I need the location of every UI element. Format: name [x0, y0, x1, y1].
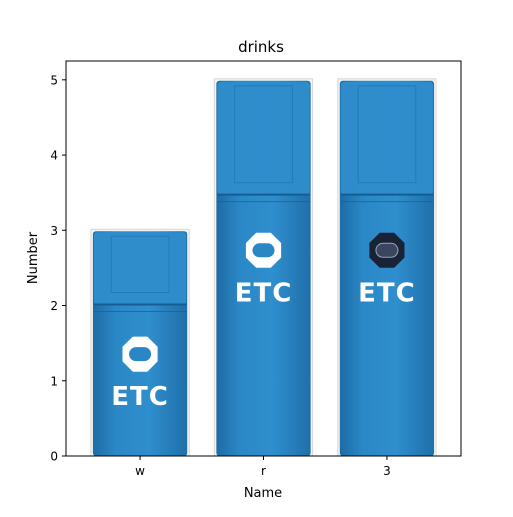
- x-tick-label: r: [261, 464, 266, 478]
- y-tick-label: 2: [50, 299, 58, 313]
- y-tick-label: 1: [50, 374, 58, 388]
- x-tick-label: w: [135, 464, 145, 478]
- x-axis: w r 3: [135, 456, 391, 478]
- bar-r: ETC: [213, 78, 314, 457]
- y-tick-label: 5: [50, 73, 58, 87]
- bar-3: ETC: [337, 78, 437, 457]
- x-tick-label: 3: [383, 464, 391, 478]
- bottle-logo-text: ETC: [111, 382, 169, 412]
- x-axis-label: Name: [244, 486, 282, 501]
- y-tick-label: 0: [50, 450, 58, 464]
- y-tick-label: 3: [50, 224, 58, 238]
- y-axis: 0 1 2 3 4 5: [50, 73, 66, 464]
- bottle-logo-text: ETC: [358, 278, 416, 308]
- y-tick-label: 4: [50, 149, 58, 163]
- bars-group: ETC ETC ETC: [90, 78, 437, 457]
- bottle-logo-text: ETC: [235, 278, 293, 308]
- bar-w: ETC: [90, 228, 190, 457]
- y-axis-label: Number: [26, 231, 41, 284]
- chart-title: drinks: [238, 38, 284, 56]
